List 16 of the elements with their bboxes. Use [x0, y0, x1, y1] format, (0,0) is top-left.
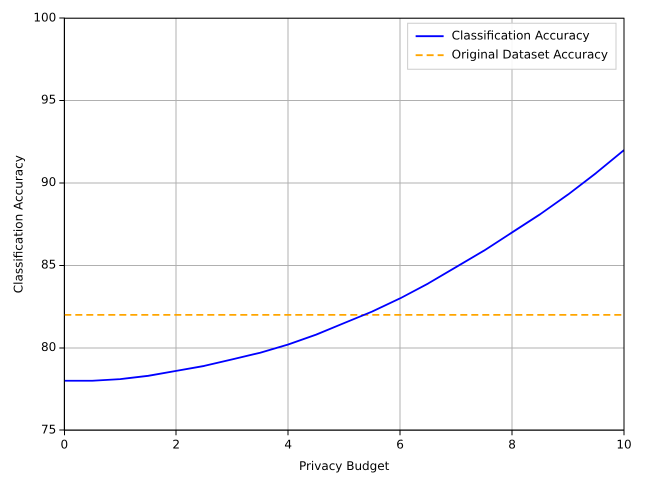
- y-tick-label: 90: [41, 175, 56, 190]
- y-tick-label: 80: [41, 340, 56, 354]
- y-tick-label: 100: [33, 10, 56, 24]
- x-tick-label: 4: [284, 438, 292, 452]
- y-tick-label: 85: [41, 258, 56, 272]
- y-axis-title: Classification Accuracy: [11, 155, 26, 294]
- x-tick-label: 2: [172, 438, 180, 452]
- legend-label: Classification Accuracy: [452, 28, 590, 42]
- x-tick-label: 8: [508, 438, 516, 452]
- x-axis-title: Privacy Budget: [298, 458, 390, 473]
- y-tick-label: 95: [41, 92, 56, 107]
- x-tick-label: 0: [60, 438, 68, 452]
- y-tick-label: 75: [41, 422, 56, 436]
- x-tick-label: 6: [396, 438, 404, 452]
- x-tick-label: 10: [616, 438, 632, 452]
- legend-label: Original Dataset Accuracy: [452, 47, 608, 62]
